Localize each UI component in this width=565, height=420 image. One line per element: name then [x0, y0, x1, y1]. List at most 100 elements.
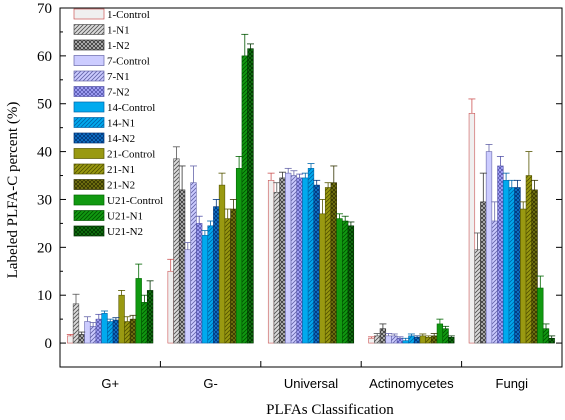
bar-g-14-n1: [107, 321, 114, 344]
bar-universal-1-n1: [273, 191, 280, 344]
bar-g-1-n1: [72, 303, 80, 344]
bar-actinomycetes-7-n1: [391, 335, 398, 344]
legend-swatch-14-control: [73, 101, 105, 113]
bar-actinomycetes-7-control: [385, 335, 392, 344]
bar-universal-1-n2: [279, 177, 286, 344]
bar-actinomycetes-u21-control: [436, 323, 444, 344]
legend: 1-Control 1-N1 1-N2 7-Control 7-N1 7-N2 14-Con…: [73, 8, 163, 238]
y-tick-label: 60: [37, 49, 52, 65]
legend-label-u21-control: U21-Control: [107, 195, 163, 207]
bar-fungi-u21-n2: [548, 337, 555, 344]
x-tick-label-g: G+: [101, 376, 119, 391]
bar-g-7-n1: [190, 182, 197, 344]
bar-g-7-control: [84, 321, 91, 344]
bar-fungi-u21-control: [537, 287, 544, 344]
legend-swatch-u21-n1: [73, 210, 105, 221]
bar-g-u21-n2: [146, 290, 154, 344]
bar-universal-21-control: [319, 213, 326, 344]
bar-g-21-n1: [124, 321, 131, 344]
bar-g-u21-n2: [247, 48, 254, 344]
bar-g-21-n1: [224, 218, 231, 344]
bar-universal-21-n2: [330, 182, 337, 344]
plot-border: [59, 7, 563, 368]
bar-fungi-7-n1: [491, 220, 498, 344]
bar-g-7-n2: [95, 318, 102, 344]
bar-universal-14-control: [302, 177, 309, 344]
legend-label-7-n1: 7-N1: [107, 71, 130, 83]
bar-universal-14-n2: [313, 184, 320, 344]
x-tick-label-universal: Universal: [284, 376, 338, 391]
bar-fungi-7-n2: [497, 165, 504, 344]
legend-label-21-n2: 21-N2: [107, 180, 135, 192]
y-tick-label: 30: [37, 192, 52, 208]
legend-swatch-14-n1: [73, 117, 105, 128]
legend-swatch-21-n1: [73, 163, 105, 175]
legend-swatch-u21-control: [73, 194, 105, 206]
bar-g-21-control: [218, 184, 226, 344]
legend-label-1-n2: 1-N2: [107, 40, 130, 52]
legend-label-14-n1: 14-N1: [107, 118, 135, 130]
bar-actinomycetes-14-n1: [408, 335, 415, 344]
bar-actinomycetes-u21-n1: [442, 328, 449, 344]
bar-actinomycetes-1-n1: [374, 335, 381, 344]
legend-label-1-n1: 1-N1: [107, 25, 130, 37]
legend-label-14-control: 14-Control: [107, 102, 155, 114]
bar-g-14-control: [101, 313, 108, 344]
bar-fungi-21-control: [520, 208, 527, 344]
legend-swatch-1-control: [73, 8, 105, 20]
bar-actinomycetes-u21-n2: [448, 337, 455, 344]
bar-g-u21-control: [235, 168, 243, 344]
bar-g-21-control: [118, 294, 125, 344]
y-axis-title: Labeled PLFA-C percent (%): [5, 102, 21, 279]
legend-label-7-control: 7-Control: [107, 56, 150, 68]
x-tick-label-actinomycetes: Actinomycetes: [369, 376, 454, 391]
plot-frame: [59, 7, 563, 368]
bar-g-u21-n1: [141, 302, 148, 344]
y-tick-label: 10: [37, 288, 52, 304]
bar-g-u21-n1: [241, 55, 248, 344]
x-axis-title: PLFAs Classification: [266, 402, 394, 418]
bar-g-1-control: [167, 270, 174, 344]
bar-fungi-1-n2: [480, 201, 487, 344]
bar-g-14-n1: [207, 225, 214, 344]
bar-g-7-control: [184, 249, 191, 344]
bar-actinomycetes-21-n1: [425, 337, 432, 344]
bar-g-u21-control: [135, 278, 142, 344]
bar-universal-21-n1: [324, 187, 332, 344]
bar-g-1-n2: [178, 189, 186, 344]
bar-universal-u21-control: [336, 218, 343, 344]
bar-fungi-u21-n1: [542, 328, 550, 344]
legend-swatch-14-n2: [73, 132, 105, 144]
bar-universal-u21-n2: [347, 225, 355, 344]
y-tick-label: 50: [37, 97, 52, 113]
y-tick-label: 70: [37, 1, 52, 17]
bar-fungi-14-n1: [508, 187, 515, 344]
bar-universal-1-control: [267, 180, 275, 344]
bar-actinomycetes-21-control: [419, 335, 426, 344]
bar-g-14-control: [201, 235, 209, 344]
legend-label-u21-n2: U21-N2: [107, 226, 143, 238]
bar-universal-7-control: [285, 172, 292, 344]
error-bars: [66, 33, 556, 341]
legend-swatch-21-n2: [73, 179, 105, 190]
bar-universal-7-n2: [296, 177, 303, 344]
legend-label-7-n2: 7-N2: [107, 87, 130, 99]
bar-g-21-n2: [129, 318, 137, 344]
legend-label-21-control: 21-Control: [107, 149, 155, 161]
bar-g-7-n2: [196, 223, 203, 344]
y-axis: 0 10 20 30 40 50 60 70: [37, 1, 562, 368]
bar-g-1-n1: [173, 158, 180, 344]
bar-actinomycetes-1-n2: [379, 328, 387, 344]
bar-g-14-n2: [213, 206, 220, 344]
legend-label-21-n1: 21-N1: [107, 164, 135, 176]
bar-g-21-n2: [230, 208, 237, 344]
bar-actinomycetes-14-control: [402, 340, 409, 344]
bar-actinomycetes-7-n2: [396, 337, 404, 344]
legend-label-1-control: 1-Control: [107, 9, 150, 21]
legend-swatch-1-n1: [73, 24, 105, 35]
bar-universal-14-n1: [307, 168, 315, 344]
legend-swatch-21-control: [73, 148, 105, 159]
bar-universal-u21-n1: [342, 220, 349, 344]
legend-label-u21-n1: U21-N1: [107, 211, 143, 223]
